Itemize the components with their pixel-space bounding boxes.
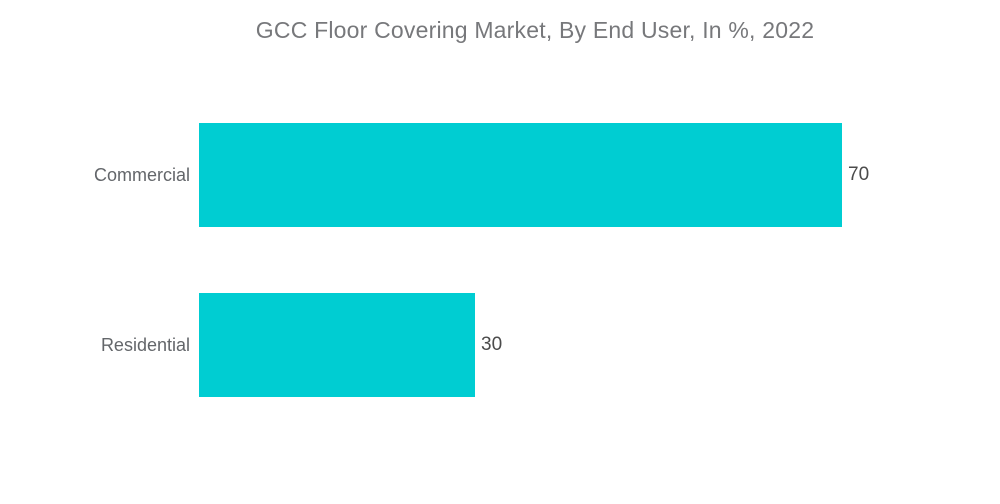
chart-title: GCC Floor Covering Market, By End User, … <box>255 17 815 43</box>
category-label-residential: Residential <box>100 334 190 355</box>
bar-chart-plot-area: Commercial 70 Residential 30 <box>0 123 1000 397</box>
value-label-commercial: 70 <box>848 164 870 185</box>
bar-row-commercial: Commercial 70 <box>0 123 1000 227</box>
bar-commercial <box>199 123 842 227</box>
value-label-residential: 30 <box>481 334 503 355</box>
bar-row-residential: Residential 30 <box>0 293 1000 397</box>
category-label-commercial: Commercial <box>93 164 190 185</box>
bar-residential <box>199 293 475 397</box>
